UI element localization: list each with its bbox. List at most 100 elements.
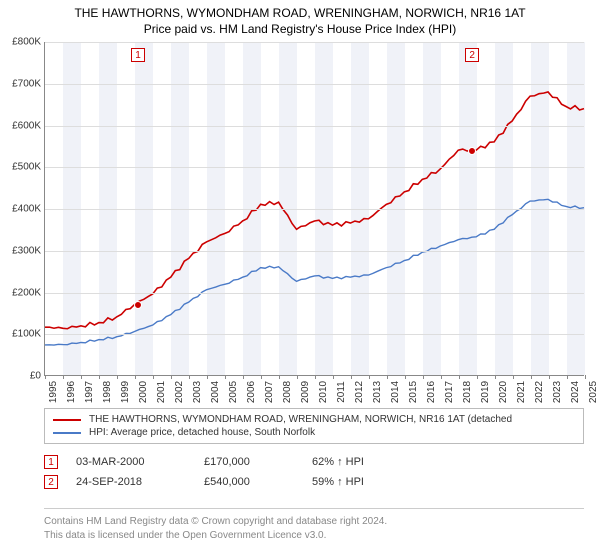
legend-swatch	[53, 419, 81, 421]
legend-label: THE HAWTHORNS, WYMONDHAM ROAD, WRENINGHA…	[89, 414, 512, 425]
ytick-label: £800K	[3, 37, 41, 48]
xtick-label: 2012	[354, 381, 365, 403]
xtick-mark	[549, 375, 550, 379]
xtick-mark	[585, 375, 586, 379]
sales-price: £540,000	[204, 476, 294, 488]
xtick-mark	[315, 375, 316, 379]
xtick-mark	[441, 375, 442, 379]
sales-pct: 59% ↑ HPI	[312, 476, 412, 488]
ytick-label: £200K	[3, 287, 41, 298]
xtick-label: 1998	[102, 381, 113, 403]
sales-row: 1 03-MAR-2000 £170,000 62% ↑ HPI	[44, 452, 584, 472]
ytick-label: £300K	[3, 245, 41, 256]
xtick-label: 2016	[426, 381, 437, 403]
chart-container: THE HAWTHORNS, WYMONDHAM ROAD, WRENINGHA…	[0, 0, 600, 560]
xtick-label: 1997	[84, 381, 95, 403]
ytick-label: £100K	[3, 329, 41, 340]
xtick-mark	[189, 375, 190, 379]
xtick-mark	[423, 375, 424, 379]
sale-dot-1	[134, 301, 142, 309]
xtick-label: 2017	[444, 381, 455, 403]
gridline-h	[45, 84, 584, 85]
legend-row: THE HAWTHORNS, WYMONDHAM ROAD, WRENINGHA…	[53, 413, 575, 426]
xtick-mark	[171, 375, 172, 379]
sale-marker-2: 2	[465, 48, 479, 62]
sales-pct: 62% ↑ HPI	[312, 456, 412, 468]
xtick-mark	[153, 375, 154, 379]
xtick-mark	[495, 375, 496, 379]
xtick-label: 2001	[156, 381, 167, 403]
xtick-mark	[333, 375, 334, 379]
gridline-h	[45, 334, 584, 335]
chart-title: THE HAWTHORNS, WYMONDHAM ROAD, WRENINGHA…	[0, 0, 600, 20]
xtick-label: 2022	[534, 381, 545, 403]
chart-plot-area: £0£100K£200K£300K£400K£500K£600K£700K£80…	[44, 42, 584, 376]
sales-table: 1 03-MAR-2000 £170,000 62% ↑ HPI 2 24-SEP-201…	[44, 452, 584, 492]
xtick-mark	[459, 375, 460, 379]
xtick-label: 2002	[174, 381, 185, 403]
xtick-label: 2018	[462, 381, 473, 403]
xtick-mark	[81, 375, 82, 379]
xtick-mark	[243, 375, 244, 379]
xtick-label: 2003	[192, 381, 203, 403]
xtick-mark	[135, 375, 136, 379]
ytick-label: £700K	[3, 78, 41, 89]
gridline-h	[45, 293, 584, 294]
xtick-mark	[369, 375, 370, 379]
gridline-h	[45, 42, 584, 43]
xtick-label: 2023	[552, 381, 563, 403]
ytick-label: £600K	[3, 120, 41, 131]
xtick-mark	[351, 375, 352, 379]
xtick-mark	[531, 375, 532, 379]
xtick-label: 2015	[408, 381, 419, 403]
sales-price: £170,000	[204, 456, 294, 468]
sales-date: 03-MAR-2000	[76, 456, 186, 468]
sale-marker-1: 1	[131, 48, 145, 62]
xtick-label: 2011	[336, 381, 347, 403]
xtick-label: 2013	[372, 381, 383, 403]
footer-line-2: This data is licensed under the Open Gov…	[44, 529, 584, 543]
xtick-label: 2007	[264, 381, 275, 403]
xtick-label: 2024	[570, 381, 581, 403]
xtick-mark	[45, 375, 46, 379]
xtick-mark	[225, 375, 226, 379]
ytick-label: £400K	[3, 204, 41, 215]
xtick-label: 2008	[282, 381, 293, 403]
ytick-label: £500K	[3, 162, 41, 173]
xtick-label: 2005	[228, 381, 239, 403]
gridline-h	[45, 126, 584, 127]
xtick-label: 2000	[138, 381, 149, 403]
xtick-label: 1995	[48, 381, 59, 403]
xtick-label: 2019	[480, 381, 491, 403]
xtick-label: 1996	[66, 381, 77, 403]
xtick-mark	[279, 375, 280, 379]
gridline-h	[45, 167, 584, 168]
xtick-label: 2025	[588, 381, 599, 403]
ytick-label: £0	[3, 371, 41, 382]
sales-row: 2 24-SEP-2018 £540,000 59% ↑ HPI	[44, 472, 584, 492]
xtick-label: 2014	[390, 381, 401, 403]
gridline-h	[45, 251, 584, 252]
sale-dot-2	[468, 147, 476, 155]
xtick-label: 2009	[300, 381, 311, 403]
xtick-mark	[117, 375, 118, 379]
xtick-label: 2020	[498, 381, 509, 403]
xtick-label: 2006	[246, 381, 257, 403]
chart-footer: Contains HM Land Registry data © Crown c…	[44, 508, 584, 542]
xtick-label: 2010	[318, 381, 329, 403]
legend-row: HPI: Average price, detached house, Sout…	[53, 426, 575, 439]
sales-date: 24-SEP-2018	[76, 476, 186, 488]
xtick-mark	[261, 375, 262, 379]
xtick-mark	[387, 375, 388, 379]
sales-marker: 2	[44, 475, 58, 489]
footer-line-1: Contains HM Land Registry data © Crown c…	[44, 515, 584, 529]
xtick-mark	[63, 375, 64, 379]
sales-marker: 1	[44, 455, 58, 469]
xtick-mark	[405, 375, 406, 379]
gridline-h	[45, 209, 584, 210]
xtick-mark	[513, 375, 514, 379]
xtick-mark	[297, 375, 298, 379]
xtick-mark	[207, 375, 208, 379]
xtick-label: 2004	[210, 381, 221, 403]
legend-label: HPI: Average price, detached house, Sout…	[89, 427, 315, 438]
